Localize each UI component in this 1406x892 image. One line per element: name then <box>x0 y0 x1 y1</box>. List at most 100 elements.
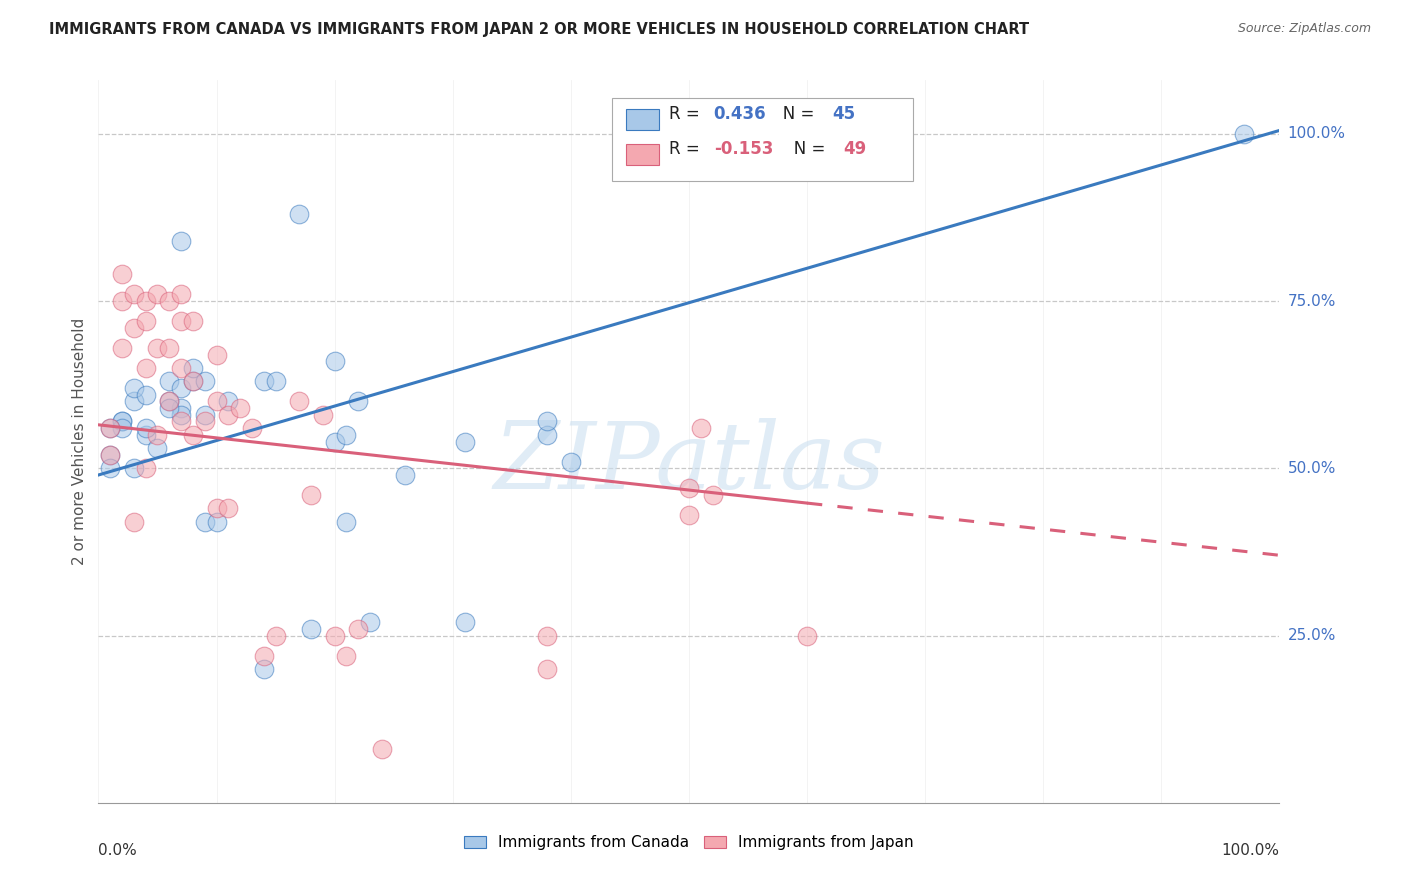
Point <box>157 294 180 309</box>
Point <box>205 515 228 529</box>
Point <box>1233 127 1256 141</box>
Point <box>394 467 416 482</box>
Point <box>194 375 217 389</box>
Point <box>288 394 311 409</box>
Point <box>194 414 217 429</box>
Point <box>157 341 180 355</box>
Text: 100.0%: 100.0% <box>1222 843 1279 857</box>
Text: 50.0%: 50.0% <box>1288 461 1336 475</box>
Point <box>146 341 169 355</box>
Point <box>157 394 180 409</box>
Point <box>536 662 558 676</box>
Point <box>181 314 204 328</box>
Point <box>453 615 475 630</box>
Text: ZIPatlas: ZIPatlas <box>494 418 884 508</box>
Text: 100.0%: 100.0% <box>1288 127 1346 141</box>
Point <box>536 427 558 442</box>
Point <box>146 427 169 442</box>
Text: -0.153: -0.153 <box>714 140 773 158</box>
Text: IMMIGRANTS FROM CANADA VS IMMIGRANTS FROM JAPAN 2 OR MORE VEHICLES IN HOUSEHOLD : IMMIGRANTS FROM CANADA VS IMMIGRANTS FRO… <box>49 22 1029 37</box>
FancyBboxPatch shape <box>626 144 659 165</box>
Y-axis label: 2 or more Vehicles in Household: 2 or more Vehicles in Household <box>72 318 87 566</box>
Point <box>181 375 204 389</box>
Point <box>135 294 157 309</box>
Text: N =: N = <box>778 140 830 158</box>
Point <box>111 414 134 429</box>
Text: R =: R = <box>669 140 704 158</box>
Point <box>264 628 287 642</box>
Point <box>181 361 204 376</box>
Point <box>217 408 239 422</box>
Point <box>205 348 228 362</box>
Point <box>240 421 263 435</box>
Point <box>217 394 239 409</box>
Text: 25.0%: 25.0% <box>1288 628 1336 643</box>
Point <box>312 408 335 422</box>
Point <box>796 628 818 642</box>
Legend: Immigrants from Canada, Immigrants from Japan: Immigrants from Canada, Immigrants from … <box>458 830 920 856</box>
Point <box>146 442 169 455</box>
Text: R =: R = <box>669 105 704 123</box>
Point <box>335 648 357 663</box>
Point <box>194 408 217 422</box>
Point <box>135 427 157 442</box>
Point <box>678 508 700 523</box>
Point <box>98 421 121 435</box>
Text: 0.436: 0.436 <box>714 105 766 123</box>
Point <box>170 401 193 416</box>
Point <box>157 401 180 416</box>
Point <box>299 488 322 502</box>
Point <box>702 488 724 502</box>
Point <box>170 314 193 328</box>
Point <box>253 662 276 676</box>
Point <box>122 515 145 529</box>
Text: 49: 49 <box>844 140 868 158</box>
Point <box>170 381 193 395</box>
Point <box>194 515 217 529</box>
Point <box>453 434 475 449</box>
Point <box>170 414 193 429</box>
Point <box>170 287 193 301</box>
Point <box>111 341 134 355</box>
Point <box>253 648 276 663</box>
Point <box>205 394 228 409</box>
Point <box>122 287 145 301</box>
Point <box>253 375 276 389</box>
Point <box>678 482 700 496</box>
Point <box>111 421 134 435</box>
Point <box>288 207 311 221</box>
Point <box>157 375 180 389</box>
Point <box>536 414 558 429</box>
Point <box>323 434 346 449</box>
Point <box>122 394 145 409</box>
Point <box>217 501 239 516</box>
Point <box>181 427 204 442</box>
Point <box>98 448 121 462</box>
Point <box>98 421 121 435</box>
Point <box>689 421 711 435</box>
Point <box>347 394 370 409</box>
Point <box>111 268 134 282</box>
Point <box>264 375 287 389</box>
Point <box>181 375 204 389</box>
Point <box>335 515 357 529</box>
Text: Source: ZipAtlas.com: Source: ZipAtlas.com <box>1237 22 1371 36</box>
Point <box>323 628 346 642</box>
Point <box>560 455 582 469</box>
Point <box>299 622 322 636</box>
Point <box>135 314 157 328</box>
Point <box>98 448 121 462</box>
Point <box>170 361 193 376</box>
Point <box>135 361 157 376</box>
Point <box>111 414 134 429</box>
Point <box>347 622 370 636</box>
Point <box>205 501 228 516</box>
Point <box>536 628 558 642</box>
Point <box>122 461 145 475</box>
Point <box>98 461 121 475</box>
Point <box>229 401 252 416</box>
FancyBboxPatch shape <box>612 98 914 181</box>
Point <box>135 421 157 435</box>
Point <box>111 294 134 309</box>
Point <box>371 742 394 756</box>
